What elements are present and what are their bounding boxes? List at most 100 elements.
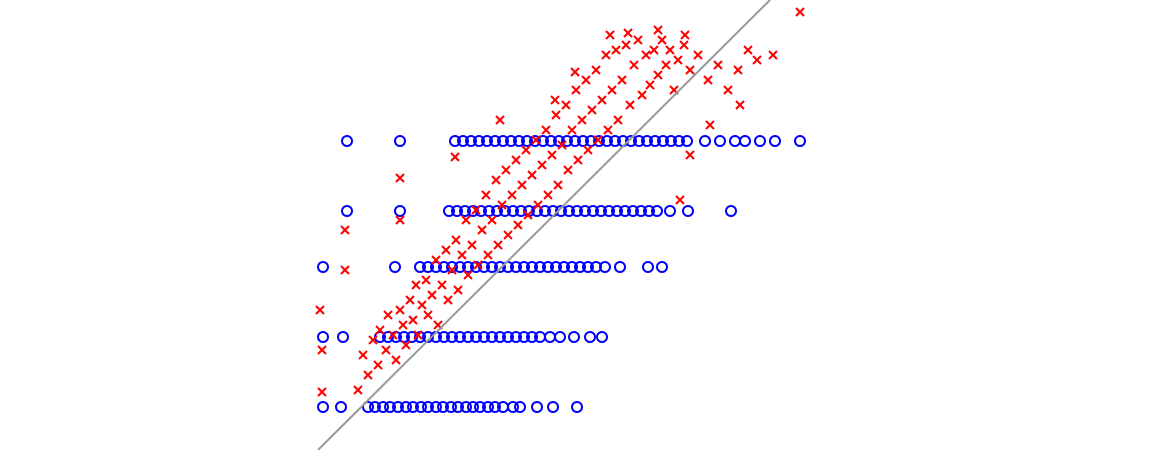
cross-stroke [581, 75, 591, 85]
cross-stroke [607, 85, 617, 95]
cross-stroke [713, 60, 723, 70]
circle-point [595, 205, 607, 217]
circle-point [394, 205, 406, 217]
cross-stroke [527, 170, 537, 180]
cross-point [388, 330, 398, 340]
reference-line [317, 0, 771, 450]
cross-point [735, 100, 745, 110]
circle-point [478, 331, 490, 343]
cross-point [550, 95, 560, 105]
cross-stroke [547, 150, 557, 160]
circle-point [489, 135, 501, 147]
cross-point [573, 155, 583, 165]
circle-point [491, 205, 503, 217]
cross-point [495, 115, 505, 125]
cross-point [375, 325, 385, 335]
cross-point [315, 305, 325, 315]
cross-point [591, 65, 601, 75]
cross-stroke [501, 165, 511, 175]
circle-point [510, 261, 522, 273]
cross-point [567, 125, 577, 135]
circle-point [577, 135, 589, 147]
circle-point [569, 135, 581, 147]
circle-point [571, 401, 583, 413]
cross-point [537, 160, 547, 170]
cross-stroke [391, 355, 401, 365]
cross-stroke [637, 90, 647, 100]
cross-stroke [577, 115, 587, 125]
circle-point [497, 135, 509, 147]
cross-stroke [411, 280, 421, 290]
cross-point [557, 140, 567, 150]
cross-stroke [752, 55, 762, 65]
cross-stroke [705, 120, 715, 130]
cross-point [665, 45, 675, 55]
cross-point [463, 270, 473, 280]
cross-point [617, 75, 627, 85]
circle-point [494, 261, 506, 273]
cross-stroke [421, 275, 431, 285]
cross-point [473, 260, 483, 270]
cross-point [625, 100, 635, 110]
cross-point [641, 50, 651, 60]
cross-point [657, 35, 667, 45]
cross-point [363, 370, 373, 380]
cross-stroke [375, 325, 385, 335]
cross-point [637, 90, 647, 100]
circle-point [596, 331, 608, 343]
circle-point [414, 261, 426, 273]
circle-point [362, 401, 374, 413]
cross-stroke [680, 30, 690, 40]
circle-point [614, 261, 626, 273]
circle-point [462, 331, 474, 343]
circle-point [400, 401, 412, 413]
circle-point [335, 401, 347, 413]
circle-point [369, 401, 381, 413]
cross-point [621, 40, 631, 50]
circle-point [486, 331, 498, 343]
cross-point [603, 125, 613, 135]
cross-point [450, 152, 460, 162]
cross-stroke [317, 387, 327, 397]
circle-point [545, 135, 557, 147]
cross-point [713, 60, 723, 70]
circle-point [739, 135, 751, 147]
cross-point [497, 200, 507, 210]
cross-stroke [373, 360, 383, 370]
cross-point [680, 30, 690, 40]
cross-point [607, 85, 617, 95]
circle-point [451, 205, 463, 217]
cross-stroke [641, 50, 651, 60]
circle-point [665, 135, 677, 147]
cross-point [531, 135, 541, 145]
cross-stroke [561, 100, 571, 110]
cross-stroke [621, 40, 631, 50]
cross-stroke [315, 305, 325, 315]
cross-stroke [463, 270, 473, 280]
circle-point [625, 135, 637, 147]
circle-point [445, 401, 457, 413]
cross-point [645, 80, 655, 90]
cross-stroke [405, 295, 415, 305]
cross-stroke [573, 155, 583, 165]
cross-point [447, 265, 457, 275]
cross-point [451, 235, 461, 245]
cross-point [597, 95, 607, 105]
cross-stroke [625, 100, 635, 110]
circle-point [526, 261, 538, 273]
cross-stroke [611, 45, 621, 55]
cross-stroke [617, 75, 627, 85]
cross-point [685, 150, 695, 160]
cross-stroke [471, 205, 481, 215]
cross-stroke [587, 105, 597, 115]
cross-point [411, 280, 421, 290]
circle-point [534, 261, 546, 273]
circle-point [518, 261, 530, 273]
circle-point [341, 205, 353, 217]
circle-point [558, 261, 570, 273]
circle-point [642, 261, 654, 273]
cross-point [437, 280, 447, 290]
cross-point [491, 175, 501, 185]
circle-point [459, 205, 471, 217]
